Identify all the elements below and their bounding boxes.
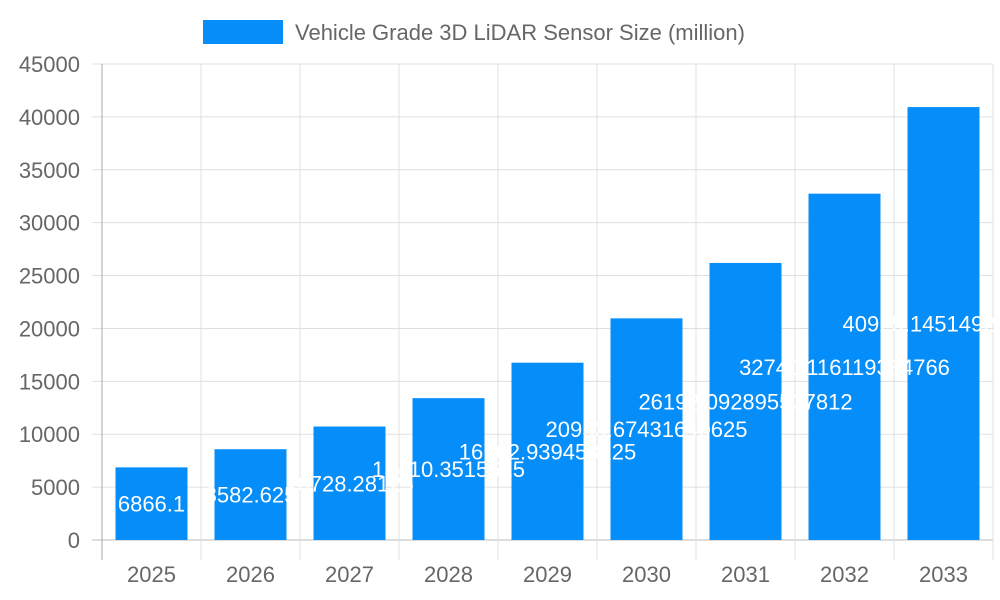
grid xyxy=(92,63,994,560)
y-tick-label: 5000 xyxy=(31,475,80,500)
legend[interactable]: Vehicle Grade 3D LiDAR Sensor Size (mill… xyxy=(203,20,745,45)
x-tick-label: 2029 xyxy=(523,562,572,587)
data-label-2027: 10728.28125 xyxy=(285,471,413,496)
data-label-2029: 16762.939453125 xyxy=(459,439,636,464)
y-tick-label: 10000 xyxy=(19,422,80,447)
x-tick-label: 2032 xyxy=(820,562,869,587)
data-label-2031: 26192.092895507812 xyxy=(638,389,852,414)
bar-2031 xyxy=(709,262,782,540)
data-label-2026: 8582.625 xyxy=(205,483,297,508)
y-tick-label: 40000 xyxy=(19,105,80,130)
bar-2025 xyxy=(115,467,188,540)
y-tick-label: 20000 xyxy=(19,316,80,341)
bar-2032 xyxy=(808,193,881,541)
bar-2027 xyxy=(313,426,386,540)
x-tick-label: 2025 xyxy=(127,562,176,587)
bar-2029 xyxy=(511,362,584,540)
y-tick-label: 15000 xyxy=(19,369,80,394)
data-label-2033: 40925.14514923096 xyxy=(843,312,1000,337)
legend-swatch xyxy=(203,20,283,44)
x-tick-label: 2033 xyxy=(919,562,968,587)
x-tick-label: 2031 xyxy=(721,562,770,587)
x-tick-label: 2028 xyxy=(424,562,473,587)
y-tick-label: 45000 xyxy=(19,52,80,77)
bars xyxy=(115,107,980,541)
bar-2028 xyxy=(412,398,485,540)
data-label-2030: 20953.67431640625 xyxy=(546,417,748,442)
data-label-2028: 13410.3515625 xyxy=(372,457,525,482)
bar-2026 xyxy=(214,449,287,540)
x-tick-label: 2030 xyxy=(622,562,671,587)
y-tick-label: 30000 xyxy=(19,211,80,236)
legend-label: Vehicle Grade 3D LiDAR Sensor Size (mill… xyxy=(295,20,745,45)
axes: 0 5000 10000 15000 20000 25000 30000 35000 40000… xyxy=(19,52,968,587)
y-tick-label: 0 xyxy=(68,528,80,553)
x-tick-label: 2026 xyxy=(226,562,275,587)
y-tick-label: 35000 xyxy=(19,158,80,183)
y-tick-label: 25000 xyxy=(19,264,80,289)
x-tick-label: 2027 xyxy=(325,562,374,587)
bar-2030 xyxy=(610,318,683,540)
data-labels: 6866.1 8582.62510728.2812513410.351562516… xyxy=(118,312,1000,517)
bar-2033 xyxy=(907,107,980,540)
data-label-2032: 32740.116119384766 xyxy=(739,355,950,380)
data-label-2025: 6866.1 xyxy=(118,492,185,517)
